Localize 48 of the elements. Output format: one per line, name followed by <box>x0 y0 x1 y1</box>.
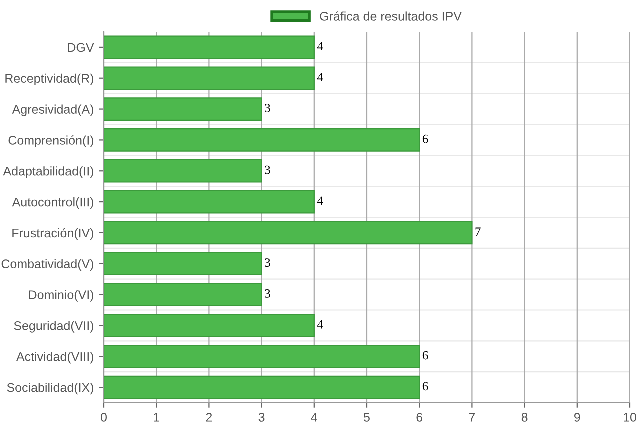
legend-label: Gráfica de resultados IPV <box>320 12 462 21</box>
y-tick-label: Agresividad(A) <box>12 104 94 116</box>
data-label: 4 <box>317 196 324 206</box>
x-tick-label: 9 <box>574 413 580 422</box>
x-tick-label: 5 <box>364 413 370 422</box>
bar <box>104 128 420 152</box>
y-tick-label: DGV <box>68 43 94 52</box>
bar <box>104 66 315 90</box>
y-tick-label: Comprensión(I) <box>8 136 94 148</box>
data-label: 3 <box>265 290 270 298</box>
bar <box>104 98 262 121</box>
data-label: 4 <box>317 320 324 329</box>
y-tick-label: Actividad(VIII) <box>16 352 94 364</box>
data-label: 7 <box>476 228 481 236</box>
x-tick-label: 2 <box>206 413 212 422</box>
y-tick-label: Receptividad(R) <box>6 74 94 86</box>
y-tick-label: Seguridad(VII) <box>14 321 94 333</box>
data-label: 4 <box>317 73 324 82</box>
data-label: 6 <box>422 351 428 360</box>
data-label: 3 <box>265 104 270 112</box>
y-tick-label: Adaptabilidad(II) <box>3 166 94 178</box>
y-tick-label: Autocontrol(III) <box>12 198 94 210</box>
data-label: 4 <box>317 42 324 50</box>
data-label: 3 <box>265 258 270 268</box>
data-label: 3 <box>265 166 270 174</box>
x-tick-label: 7 <box>469 413 476 422</box>
x-tick-label: 4 <box>311 413 318 422</box>
y-tick-label: Dominio(VI) <box>29 290 94 302</box>
x-tick-label: 1 <box>154 413 160 422</box>
x-tick-label: 0 <box>101 413 107 422</box>
bar <box>104 252 262 276</box>
x-tick-label: 10 <box>624 413 636 422</box>
x-tick-label: 8 <box>522 413 528 422</box>
data-label: 6 <box>422 134 428 144</box>
y-tick-label: Combatividad(V) <box>2 259 94 271</box>
bar <box>104 159 262 183</box>
y-tick-label: Frustración(IV) <box>12 228 94 240</box>
x-tick-label: 3 <box>258 413 265 422</box>
bar <box>104 221 473 245</box>
bar <box>104 190 315 214</box>
y-tick-label: Sociabilidad(IX) <box>7 383 94 395</box>
x-tick-label: 6 <box>416 413 423 422</box>
bar <box>104 36 315 60</box>
bar <box>104 283 262 306</box>
data-label: 6 <box>422 382 428 391</box>
bar <box>104 344 420 368</box>
bar <box>104 376 420 400</box>
bar <box>104 314 315 338</box>
